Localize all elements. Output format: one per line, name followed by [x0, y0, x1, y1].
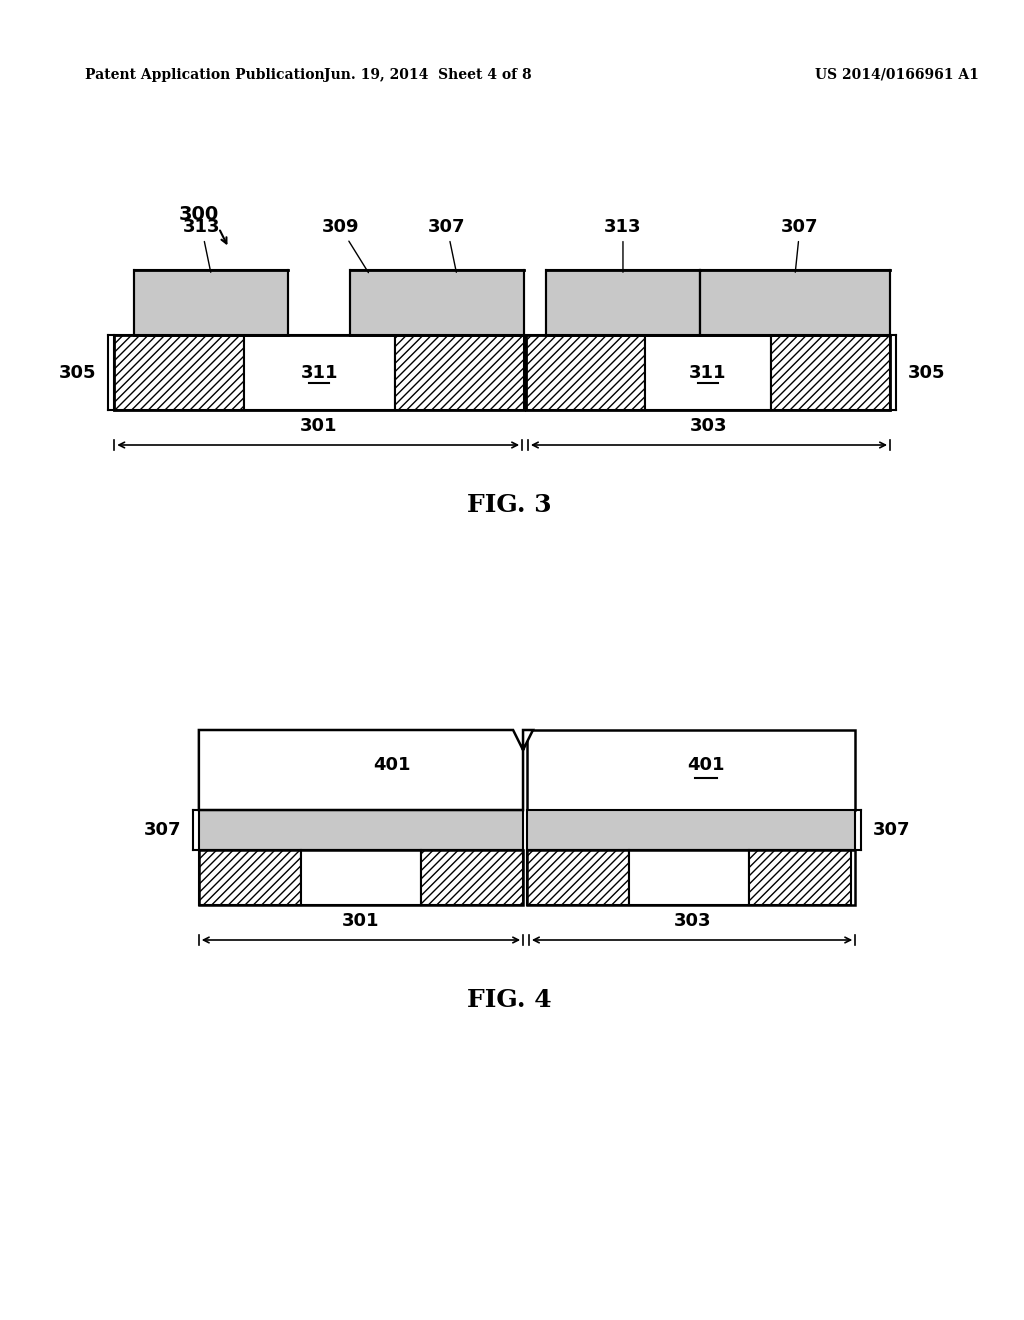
- Bar: [771, 335, 890, 411]
- Text: 313: 313: [604, 218, 642, 272]
- Bar: [421, 850, 523, 906]
- Bar: [630, 850, 749, 906]
- Bar: [199, 850, 523, 906]
- Bar: [115, 335, 524, 411]
- Text: 300: 300: [179, 206, 219, 224]
- Text: 307: 307: [873, 821, 910, 840]
- Bar: [199, 850, 301, 906]
- Bar: [546, 271, 700, 335]
- Text: 303: 303: [690, 417, 728, 436]
- Bar: [350, 271, 524, 335]
- Text: Patent Application Publication: Patent Application Publication: [85, 69, 325, 82]
- Text: Jun. 19, 2014  Sheet 4 of 8: Jun. 19, 2014 Sheet 4 of 8: [324, 69, 531, 82]
- Text: 401: 401: [373, 756, 411, 774]
- Bar: [645, 335, 771, 411]
- Bar: [527, 850, 630, 906]
- Polygon shape: [199, 730, 532, 810]
- Text: 301: 301: [342, 912, 380, 931]
- Bar: [526, 335, 645, 411]
- Text: 307: 307: [143, 821, 181, 840]
- Bar: [244, 335, 395, 411]
- Text: 311: 311: [689, 363, 727, 381]
- Bar: [527, 850, 855, 906]
- Text: 311: 311: [300, 363, 338, 381]
- Text: US 2014/0166961 A1: US 2014/0166961 A1: [815, 69, 979, 82]
- Bar: [526, 335, 890, 411]
- Bar: [301, 850, 421, 906]
- Text: 309: 309: [322, 218, 369, 273]
- Bar: [199, 810, 523, 850]
- Text: 305: 305: [908, 363, 945, 381]
- Text: FIG. 4: FIG. 4: [467, 987, 552, 1012]
- Text: 307: 307: [428, 218, 466, 272]
- Bar: [700, 271, 890, 335]
- Text: 401: 401: [687, 756, 725, 774]
- Bar: [527, 810, 855, 850]
- Text: FIG. 3: FIG. 3: [467, 492, 552, 517]
- Text: 313: 313: [182, 218, 220, 272]
- Text: 303: 303: [674, 912, 711, 931]
- Bar: [395, 335, 524, 411]
- Text: 301: 301: [299, 417, 337, 436]
- Bar: [749, 850, 851, 906]
- Text: 307: 307: [781, 218, 819, 272]
- Bar: [134, 271, 289, 335]
- Bar: [115, 335, 244, 411]
- Text: 305: 305: [59, 363, 96, 381]
- Bar: [527, 730, 855, 810]
